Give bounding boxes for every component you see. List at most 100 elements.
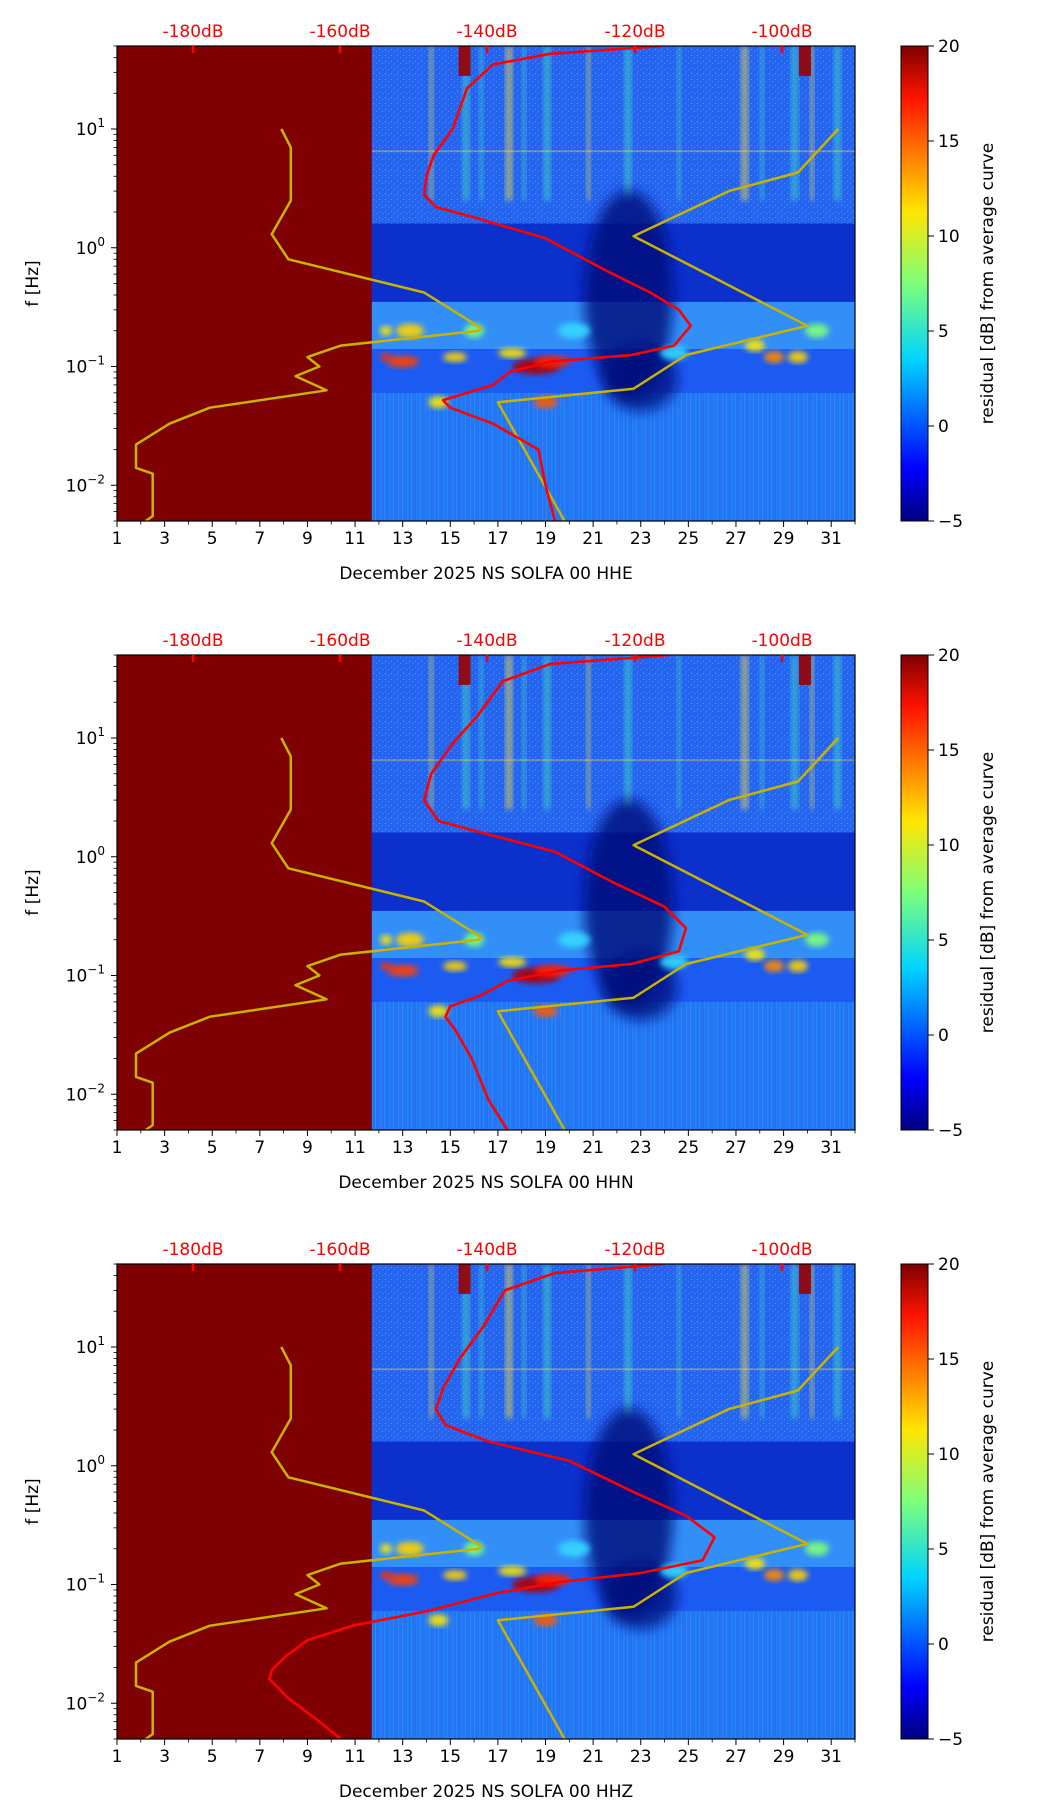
x-tick-label: 25 [678,1138,700,1158]
top-db-label: -120dB [604,1240,665,1260]
colorbar-tick-label: 20 [938,37,960,57]
x-tick-label: 17 [487,1747,509,1767]
y-tick-label: 10−2 [66,1690,105,1714]
colorbar: 20 15 10 5 0 −5 residual [dB] from average cur… [900,37,998,532]
x-tick-label: 19 [535,1747,557,1767]
x-tick-label: 3 [159,1747,170,1767]
y-tick-label: 101 [76,725,105,749]
reference-curve-2 [496,737,840,1130]
x-tick-label: 13 [392,1138,414,1158]
x-tick-label: 23 [630,1138,652,1158]
colorbar-tick-label: 10 [938,227,960,247]
x-tick-label: 5 [207,1138,218,1158]
top-db-label: -160dB [309,631,370,651]
x-tick-label: 5 [207,529,218,549]
x-tick-label: 5 [207,1747,218,1767]
y-tick-label: 10−2 [66,1081,105,1105]
x-tick-label: 7 [254,1138,265,1158]
y-axis-label: f [Hz] [23,260,43,306]
x-tick-label: 1 [112,529,123,549]
mean-curve [422,655,688,1130]
x-tick-label: 21 [582,1747,604,1767]
x-tick-label: 19 [535,529,557,549]
reference-curve-1 [134,128,483,521]
x-tick-label: 7 [254,529,265,549]
top-db-label: -140dB [456,22,517,42]
colorbar-tick-label: 5 [938,1540,949,1560]
top-db-label: -100dB [751,22,812,42]
mean-curve [422,46,693,521]
x-tick-label: 9 [302,529,313,549]
y-tick-label: 10−1 [66,963,105,987]
x-tick-label: 3 [159,1138,170,1158]
x-tick-label: 9 [302,1138,313,1158]
colorbar-tick-label: −5 [938,1121,963,1141]
reference-curve-1 [134,1346,483,1739]
top-db-label: -120dB [604,631,665,651]
x-tick-label: 21 [582,1138,604,1158]
top-db-label: -140dB [456,631,517,651]
colorbar-label: residual [dB] from average curve [978,143,998,424]
x-tick-label: 1 [112,1138,123,1158]
y-tick-label: 10−2 [66,472,105,496]
x-tick-label: 29 [773,1747,795,1767]
y-tick-label: 100 [76,235,105,259]
top-db-label: -100dB [751,631,812,651]
x-tick-label: 17 [487,529,509,549]
x-tick-label: 3 [159,529,170,549]
y-tick-label: 101 [76,1334,105,1358]
colorbar-tick-label: 15 [938,741,960,761]
x-tick-label: 17 [487,1138,509,1158]
x-tick-label: 25 [678,529,700,549]
x-tick-label: 9 [302,1747,313,1767]
top-db-label: -140dB [456,1240,517,1260]
panel-3: 1 3 5 7 9 11 13 15 17 19 21 23 25 27 29 3110110010−110−… [23,1240,998,1802]
colorbar-tick-label: 10 [938,1445,960,1465]
x-tick-label: 11 [344,529,366,549]
colorbar-tick-label: 0 [938,1026,949,1046]
colorbar-label: residual [dB] from average curve [978,1361,998,1642]
top-db-label: -180dB [162,22,223,42]
colorbar-tick-label: 5 [938,931,949,951]
spectrogram-area [117,1264,855,1739]
x-tick-label: 15 [439,529,461,549]
top-db-label: -100dB [751,1240,812,1260]
x-tick-label: 11 [344,1747,366,1767]
y-tick-label: 10−1 [66,354,105,378]
top-db-label: -160dB [309,1240,370,1260]
colorbar-tick-label: 20 [938,1255,960,1275]
x-tick-label: 31 [820,1138,842,1158]
x-tick-label: 23 [630,1747,652,1767]
y-tick-label: 101 [76,116,105,140]
colorbar-tick-label: 5 [938,322,949,342]
x-tick-label: 13 [392,529,414,549]
x-axis-label: December 2025 NS SOLFA 00 HHE [339,564,632,584]
panel-1: 1 3 5 7 9 11 13 15 17 19 21 23 25 27 29 3110110010−110−… [23,22,998,584]
x-tick-label: 15 [439,1747,461,1767]
colorbar-tick-label: 15 [938,1350,960,1370]
top-db-label: -160dB [309,22,370,42]
colorbar-tick-label: 0 [938,1635,949,1655]
colorbar-tick-label: 0 [938,417,949,437]
x-axis-label: December 2025 NS SOLFA 00 HHZ [339,1782,633,1802]
x-tick-label: 27 [725,1138,747,1158]
no-data-region [117,46,372,521]
x-tick-label: 25 [678,1747,700,1767]
x-tick-label: 27 [725,1747,747,1767]
colorbar-tick-label: 10 [938,836,960,856]
y-tick-label: 10−1 [66,1572,105,1596]
mean-curve [268,1264,716,1739]
y-axis-label: f [Hz] [23,869,43,915]
colorbar-tick-label: −5 [938,512,963,532]
x-tick-label: 21 [582,529,604,549]
x-tick-label: 29 [773,1138,795,1158]
x-tick-label: 7 [254,1747,265,1767]
top-db-label: -120dB [604,22,665,42]
x-tick-label: 13 [392,1747,414,1767]
no-data-region [117,655,372,1130]
x-tick-label: 15 [439,1138,461,1158]
y-tick-label: 100 [76,844,105,868]
colorbar: 20 15 10 5 0 −5 residual [dB] from average cur… [900,1255,998,1750]
spectrogram-area [117,46,855,521]
